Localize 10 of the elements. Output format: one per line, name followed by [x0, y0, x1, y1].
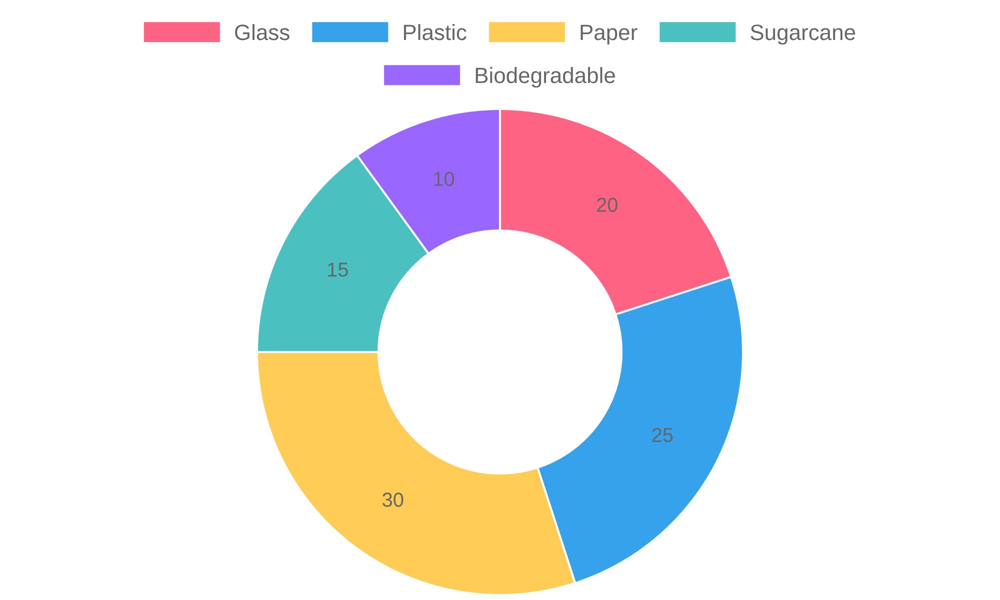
data-label: 15: [328, 262, 348, 277]
data-label: 25: [652, 428, 673, 442]
data-label: 30: [382, 492, 404, 507]
data-label: 10: [434, 172, 454, 186]
legend-label: Sugarcane: [750, 24, 856, 45]
legend-label: Paper: [580, 24, 638, 45]
data-label: 20: [597, 198, 618, 212]
legend-label: Glass: [235, 24, 290, 40]
legend-label: Plastic: [404, 24, 466, 40]
legend-label: Biodegradable: [476, 67, 615, 88]
